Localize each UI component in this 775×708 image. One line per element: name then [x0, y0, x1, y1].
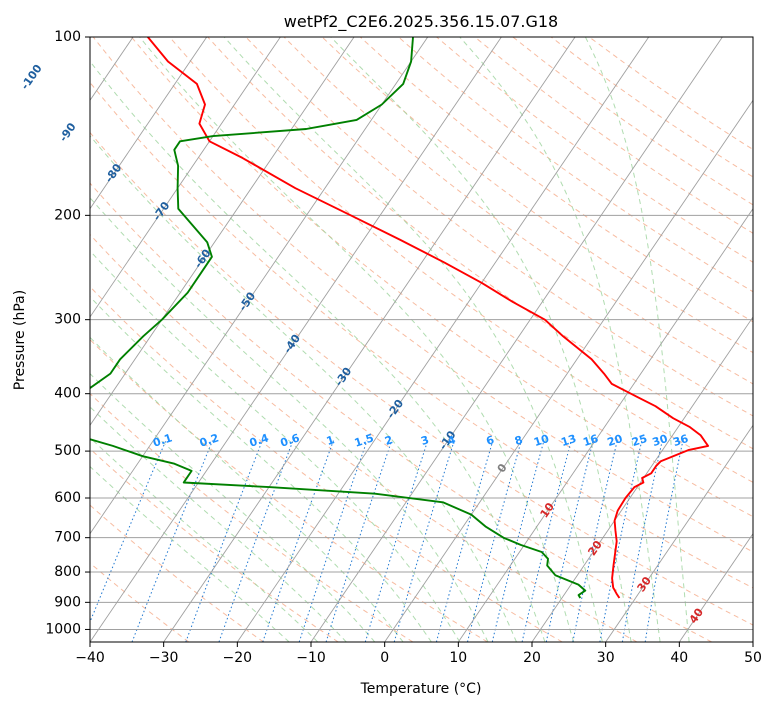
mixing-ratio-line [572, 440, 618, 642]
dry-adiabat-line [131, 37, 753, 518]
dry-adiabat-line [283, 37, 753, 385]
isotherm-line [163, 37, 576, 642]
dry-adiabat-line [90, 81, 753, 589]
moist-adiabat-line [90, 465, 290, 642]
mixing-ratio-line [599, 440, 643, 642]
dry-adiabat-line [90, 392, 414, 642]
moist-adiabat-line [330, 37, 632, 642]
isotherm-line [90, 37, 502, 642]
mixing-ratio-label: 8 [513, 433, 524, 448]
mixing-ratio-line [491, 440, 545, 642]
x-tick-label: 40 [670, 650, 688, 666]
plot-frame [89, 36, 754, 643]
mixing-ratio-line [90, 440, 167, 624]
x-tick-label: −20 [223, 650, 253, 666]
mixing-ratio-line [435, 440, 494, 642]
moist-adiabat-line [90, 134, 517, 642]
mixing-ratio-label: 20 [606, 432, 625, 449]
x-tick-label: −30 [149, 650, 179, 666]
temperature-profile-line [147, 37, 710, 599]
moist-adiabat-line [90, 197, 489, 642]
mixing-ratio-line [644, 440, 684, 642]
mixing-ratio-label: 2 [383, 433, 394, 448]
mixing-ratio-label: 1.5 [353, 431, 376, 449]
mixing-ratio-label: 36 [671, 432, 690, 449]
dry-adiabat-line [90, 182, 712, 642]
x-tick-label: 30 [597, 650, 615, 666]
dry-adiabat-line [321, 37, 753, 354]
dry-adiabat-line [90, 233, 638, 642]
chart-title: wetPf2_C2E6.2025.356.15.07.G18 [284, 12, 558, 32]
mixing-ratio-label: 1 [325, 433, 336, 448]
dry-adiabat-line [207, 37, 753, 450]
mixing-ratio-line [364, 440, 429, 642]
dry-adiabat-line [90, 131, 753, 626]
isotherm-line [531, 316, 753, 642]
axes-layer: −40 −30 −20 −10 0 10 20 30 40 5010020030040050060… [45, 29, 762, 666]
mixing-ratio-label: 10 [532, 432, 551, 449]
x-axis-label: Temperature (°C) [360, 681, 482, 697]
mixing-ratio-label: 3 [419, 433, 430, 448]
dewpoint-profile-line [90, 37, 587, 599]
mixing-ratio-label: 13 [559, 432, 578, 449]
mixing-ratio-label: 25 [630, 432, 649, 449]
series-layer [90, 37, 710, 599]
y-tick-label: 300 [54, 312, 81, 328]
y-tick-label: 600 [54, 490, 81, 506]
mixing-ratio-label: 0.4 [248, 431, 271, 449]
mixing-ratio-label: 0.1 [151, 431, 174, 449]
moist-adiabat-line [90, 436, 319, 642]
moist-adiabat-line [90, 250, 461, 642]
dry-adiabat-line [90, 285, 563, 642]
grid-layer [90, 37, 753, 642]
x-tick-label: 10 [449, 650, 467, 666]
y-tick-label: 400 [54, 386, 81, 402]
moist-adiabat-line [90, 296, 432, 642]
y-tick-label: 800 [54, 564, 81, 580]
isotherm-line [236, 37, 650, 642]
y-tick-label: 100 [54, 29, 81, 45]
y-tick-label: 1000 [45, 621, 81, 637]
isotherm-line [90, 37, 355, 427]
isotherm-line [90, 37, 208, 210]
mixing-ratio-label: 30 [651, 432, 670, 449]
mixing-ratio-line [467, 440, 522, 642]
mixing-ratio-line [262, 440, 334, 642]
mixing-ratio-label: 6 [485, 433, 497, 448]
y-tick-label: 900 [54, 594, 81, 610]
y-tick-label: 200 [54, 207, 81, 223]
moist-adiabat-line [90, 60, 546, 642]
y-tick-label: 500 [54, 443, 81, 459]
x-tick-label: 20 [523, 650, 541, 666]
moist-adiabat-line [459, 37, 661, 642]
moist-adiabat-line [139, 37, 575, 642]
isotherm-line [678, 532, 753, 642]
mixing-ratio-label: 0.6 [279, 431, 302, 449]
moist-adiabat-line [223, 37, 603, 642]
isotherm-line [384, 99, 753, 642]
isotherm-line [90, 37, 281, 318]
mixing-ratio-label: 16 [581, 432, 600, 449]
x-tick-label: −40 [75, 650, 105, 666]
y-axis-label: Pressure (hPa) [12, 290, 28, 390]
mixing-ratio-label: 0.2 [198, 431, 221, 449]
y-tick-label: 700 [54, 530, 81, 546]
mixing-ratio-line [621, 440, 663, 642]
isotherm-line [457, 207, 753, 642]
dry-adiabat-line [398, 37, 753, 293]
x-tick-label: −10 [296, 650, 326, 666]
moist-adiabat-line [90, 372, 376, 642]
isotherm-line [90, 37, 429, 535]
mixing-ratio-label: 4 [446, 433, 458, 448]
isotherm-line [605, 424, 753, 642]
mixing-ratio-line [545, 440, 594, 642]
isotherm-line [310, 37, 723, 642]
x-tick-label: 50 [744, 650, 762, 666]
mixing-ratio-line [521, 440, 572, 642]
x-tick-label: 0 [380, 650, 389, 666]
moist-adiabat-line [584, 37, 690, 642]
